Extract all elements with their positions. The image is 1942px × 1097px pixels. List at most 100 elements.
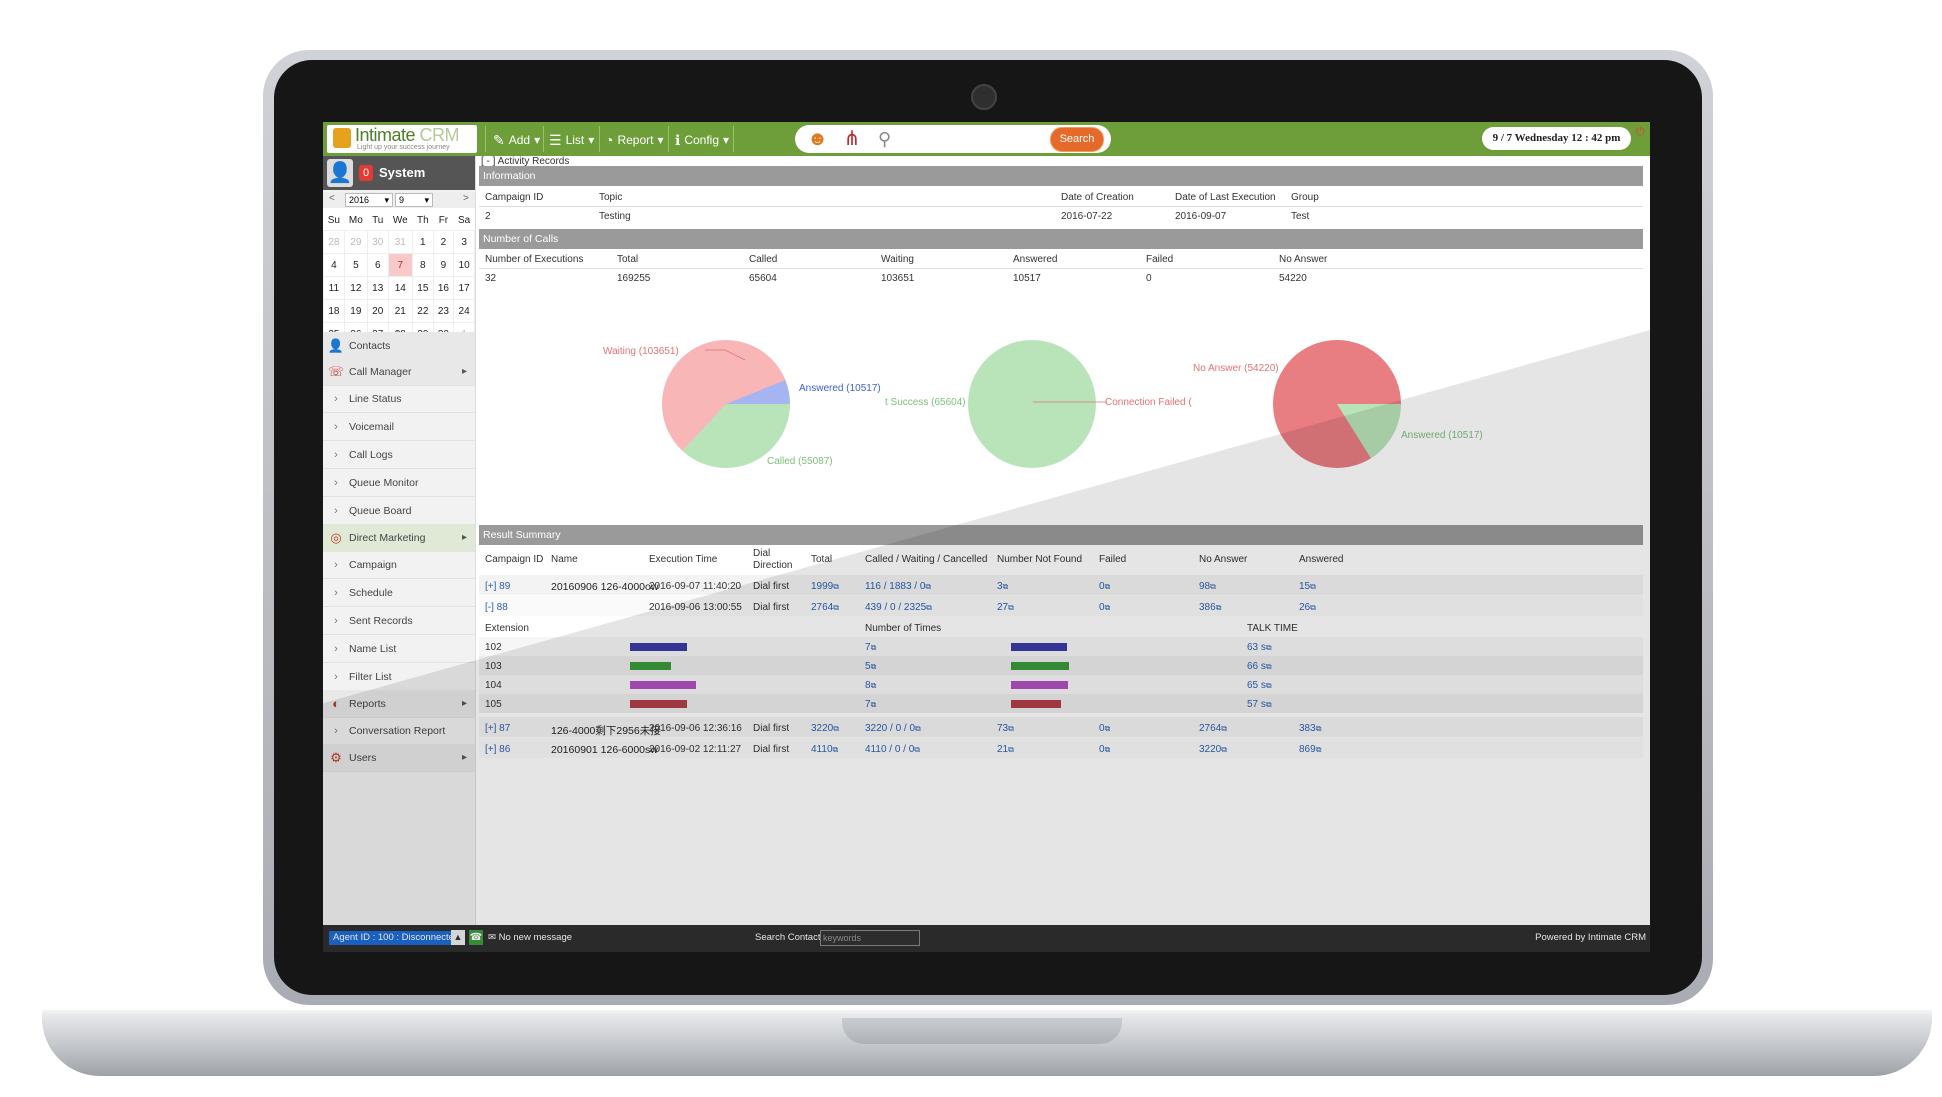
summary-cell[interactable]: 2764⧉: [811, 602, 839, 613]
summary-cell[interactable]: 98⧉: [1199, 581, 1216, 592]
summary-cell[interactable]: 26⧉: [1299, 602, 1316, 613]
summary-cell[interactable]: 1999⧉: [811, 581, 839, 592]
sidebar-item-users[interactable]: ⚙ Users ▸: [323, 744, 475, 772]
calendar-day-today[interactable]: 7: [387, 253, 414, 277]
campaign-expand-link[interactable]: [+] 86: [485, 744, 511, 755]
notification-badge[interactable]: 0: [359, 165, 373, 181]
calendar-day[interactable]: 28: [323, 230, 345, 254]
summary-cell[interactable]: 386⧉: [1199, 602, 1222, 613]
search-icon[interactable]: ⚲: [878, 129, 892, 149]
calendar-month-select[interactable]: 9 ▾: [395, 193, 433, 207]
calendar-day[interactable]: 12: [343, 276, 368, 300]
sidebar-item-contacts[interactable]: 👤 Contacts: [323, 332, 475, 360]
calendar-day[interactable]: 8: [412, 253, 434, 277]
summary-cell[interactable]: 3⧉: [997, 581, 1009, 592]
summary-cell[interactable]: 439 / 0 / 2325⧉: [865, 602, 932, 613]
summary-cell[interactable]: 0⧉: [1099, 723, 1111, 734]
menu-report[interactable]: ◔ Report ▾: [605, 132, 664, 148]
calendar-day[interactable]: 30: [366, 230, 389, 254]
summary-cell[interactable]: 3220⧉: [811, 723, 839, 734]
calendar-year-select[interactable]: 2016 ▾: [345, 193, 393, 207]
agent-icon[interactable]: ☻: [807, 128, 829, 150]
summary-cell[interactable]: 0⧉: [1099, 744, 1111, 755]
sidebar-item-reports[interactable]: ◐ Reports ▸: [323, 690, 475, 718]
calendar-day[interactable]: 31: [387, 230, 414, 254]
calendar-day[interactable]: 21: [387, 299, 414, 323]
search-button[interactable]: Search: [1050, 127, 1104, 152]
summary-cell[interactable]: 116 / 1883 / 0⧉: [865, 581, 932, 592]
summary-cell[interactable]: 27⧉: [997, 602, 1014, 613]
sidebar-item-sent-records[interactable]: › Sent Records: [323, 607, 475, 635]
talk-time-value[interactable]: 57 s⧉: [1247, 699, 1272, 710]
sidebar-item-call-logs[interactable]: › Call Logs: [323, 441, 475, 469]
summary-cell[interactable]: 3220 / 0 / 0⧉: [865, 723, 921, 734]
network-icon[interactable]: ⋔: [843, 128, 861, 150]
power-icon[interactable]: ⏻: [1636, 126, 1645, 138]
sidebar-item-filter-list[interactable]: › Filter List: [323, 663, 475, 691]
calendar-day[interactable]: 29: [343, 230, 368, 254]
summary-cell[interactable]: 4110 / 0 / 0⧉: [865, 744, 921, 755]
calendar-day[interactable]: 10: [453, 253, 475, 277]
calendar-day[interactable]: 19: [343, 299, 368, 323]
calendar-day[interactable]: 23: [432, 299, 455, 323]
calendar-prev-button[interactable]: <: [329, 193, 335, 204]
activity-records-title[interactable]: [ - ] Activity Records: [481, 156, 570, 167]
sidebar-item-name-list[interactable]: › Name List: [323, 635, 475, 663]
calendar-day[interactable]: 14: [387, 276, 414, 300]
sidebar-item-queue-board[interactable]: › Queue Board: [323, 497, 475, 525]
calendar-day[interactable]: 20: [366, 299, 389, 323]
summary-cell[interactable]: 21⧉: [997, 744, 1014, 755]
calendar-day[interactable]: 5: [343, 253, 368, 277]
sidebar-item-line-status[interactable]: › Line Status: [323, 385, 475, 413]
summary-cell[interactable]: 3220⧉: [1199, 744, 1227, 755]
calendar-day[interactable]: 13: [366, 276, 389, 300]
calendar-day[interactable]: 9: [432, 253, 455, 277]
sidebar-item-voicemail[interactable]: › Voicemail: [323, 413, 475, 441]
sidebar-item-direct-marketing[interactable]: ◎ Direct Marketing ▸: [323, 524, 475, 552]
times-value[interactable]: 8⧉: [865, 680, 877, 691]
talk-time-value[interactable]: 63 s⧉: [1247, 642, 1272, 653]
search-contacts-input[interactable]: keywords: [820, 930, 920, 946]
summary-cell[interactable]: 4110⧉: [811, 744, 839, 755]
calendar-day[interactable]: 4: [323, 253, 345, 277]
times-value[interactable]: 7⧉: [865, 642, 877, 653]
calendar-day[interactable]: 1: [412, 230, 434, 254]
menu-add[interactable]: ✎ Add ▾: [493, 131, 541, 148]
calendar-day[interactable]: 18: [323, 299, 345, 323]
times-value[interactable]: 7⧉: [865, 699, 877, 710]
calendar-day[interactable]: 11: [323, 276, 345, 300]
phone-icon[interactable]: ☎: [469, 930, 483, 945]
menu-list[interactable]: ☰ List ▾: [549, 131, 595, 148]
campaign-expand-link[interactable]: [+] 89: [485, 581, 511, 592]
talk-time-value[interactable]: 66 s⧉: [1247, 661, 1272, 672]
calendar-day[interactable]: 6: [366, 253, 389, 277]
calendar-day[interactable]: 16: [432, 276, 455, 300]
calendar-day[interactable]: 22: [412, 299, 434, 323]
campaign-expand-link[interactable]: [-] 88: [485, 602, 508, 613]
summary-cell[interactable]: 0⧉: [1099, 581, 1111, 592]
calendar-day[interactable]: 15: [412, 276, 434, 300]
agent-status[interactable]: Agent ID : 100 : Disconnected: [329, 931, 464, 945]
arrow-up-icon[interactable]: ▲: [451, 930, 465, 945]
calendar-day[interactable]: 24: [453, 299, 475, 323]
sidebar-item-queue-monitor[interactable]: › Queue Monitor: [323, 469, 475, 497]
summary-cell[interactable]: 869⧉: [1299, 744, 1322, 755]
summary-cell[interactable]: 383⧉: [1299, 723, 1322, 734]
talk-time-value[interactable]: 65 s⧉: [1247, 680, 1272, 691]
logo[interactable]: Intimate CRM Light up your success journ…: [327, 125, 477, 153]
calendar-day[interactable]: 17: [453, 276, 475, 300]
times-value[interactable]: 5⧉: [865, 661, 877, 672]
campaign-expand-link[interactable]: [+] 87: [485, 723, 511, 734]
summary-cell[interactable]: 15⧉: [1299, 581, 1316, 592]
summary-cell[interactable]: 2764⧉: [1199, 723, 1227, 734]
message-status[interactable]: ✉ No new message: [488, 932, 573, 943]
sidebar-item-call-manager[interactable]: ☏ Call Manager ▸: [323, 358, 475, 386]
calendar-day[interactable]: 2: [432, 230, 455, 254]
calendar-next-button[interactable]: >: [463, 193, 469, 204]
summary-cell[interactable]: 73⧉: [997, 723, 1014, 734]
calendar-day[interactable]: 3: [453, 230, 475, 254]
sidebar-item-schedule[interactable]: › Schedule: [323, 579, 475, 607]
menu-config[interactable]: ℹ Config ▾: [675, 131, 730, 148]
summary-cell[interactable]: 0⧉: [1099, 602, 1111, 613]
sidebar-item-conversation-report[interactable]: › Conversation Report: [323, 717, 475, 745]
